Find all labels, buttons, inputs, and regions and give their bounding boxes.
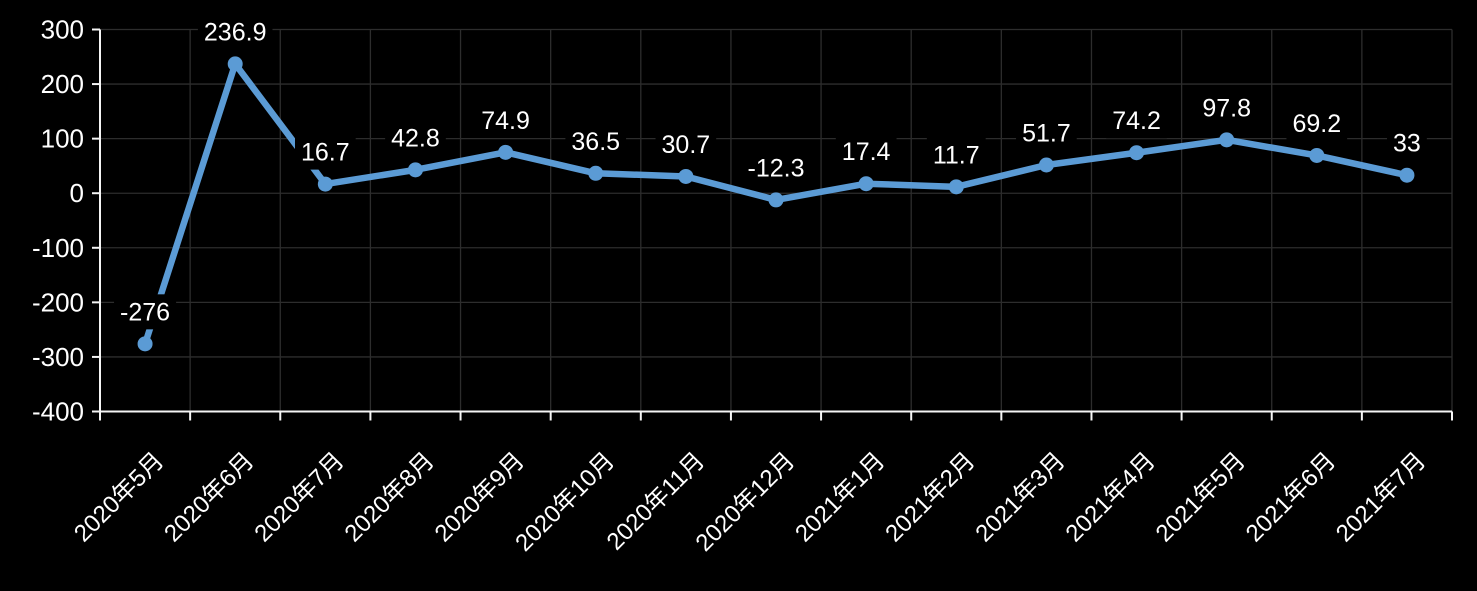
data-label: 33	[1393, 130, 1421, 158]
data-label: 51.7	[1022, 120, 1071, 148]
y-tick-label: -200	[32, 287, 84, 317]
data-label-bg	[835, 134, 897, 170]
data-label-bg	[1016, 115, 1077, 151]
data-label: 30.7	[662, 131, 711, 159]
data-point-marker	[317, 176, 333, 192]
data-point-marker	[498, 144, 514, 160]
data-label: 36.5	[571, 128, 620, 156]
data-label-bg	[197, 14, 273, 50]
data-label: 16.7	[301, 139, 350, 167]
data-label-bg	[655, 126, 717, 162]
data-label: 97.8	[1202, 94, 1251, 122]
data-label-bg	[1286, 105, 1348, 141]
y-tick-label: -300	[32, 342, 84, 372]
data-label-bg	[475, 102, 536, 138]
data-label: -276	[120, 298, 170, 326]
y-tick-label: 100	[41, 124, 84, 154]
data-point-marker	[1399, 167, 1415, 183]
data-point-marker	[678, 168, 694, 184]
y-tick-label: 0	[70, 178, 84, 208]
data-point-marker	[948, 179, 964, 195]
data-label-bg	[114, 294, 177, 330]
data-label-bg	[294, 134, 356, 170]
data-label: -12.3	[748, 154, 805, 182]
data-point-marker	[768, 192, 784, 208]
data-label: 236.9	[204, 18, 267, 46]
data-point-marker	[1038, 157, 1054, 173]
y-tick-label: -400	[32, 397, 84, 427]
data-label-bg	[1196, 90, 1258, 126]
y-tick-label: 300	[41, 15, 84, 45]
data-label: 69.2	[1292, 110, 1341, 138]
data-label-bg	[926, 137, 986, 173]
data-point-marker	[407, 162, 423, 178]
data-point-marker	[137, 336, 153, 352]
data-point-marker	[1309, 147, 1325, 163]
data-label-bg	[1387, 125, 1427, 161]
y-tick-label: -100	[32, 233, 84, 263]
data-label-bg	[741, 150, 811, 186]
data-point-marker	[1219, 132, 1235, 148]
data-label: 42.8	[391, 124, 440, 152]
data-label: 11.7	[933, 141, 980, 169]
data-point-marker	[588, 165, 604, 181]
data-label: 74.9	[481, 107, 530, 135]
data-point-marker	[227, 56, 243, 72]
data-label: 74.2	[1112, 107, 1161, 135]
data-label-bg	[385, 120, 446, 156]
data-point-marker	[1129, 145, 1145, 161]
y-tick-label: 200	[41, 69, 84, 99]
data-label: 17.4	[842, 138, 891, 166]
data-label-bg	[565, 123, 627, 159]
data-label-bg	[1106, 103, 1167, 139]
data-point-marker	[858, 176, 874, 192]
